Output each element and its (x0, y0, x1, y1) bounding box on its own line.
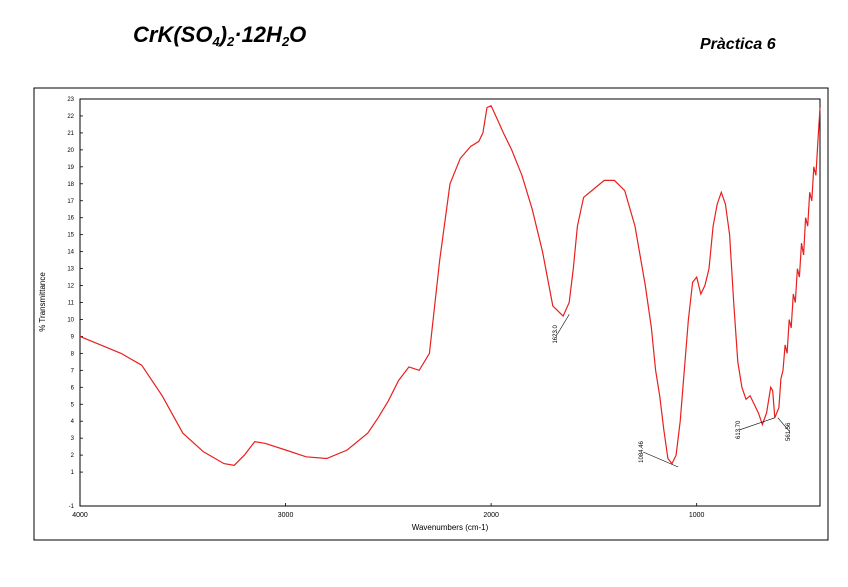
peak-label: 1084.46 (639, 440, 645, 462)
y-tick-label: 11 (68, 301, 75, 307)
peak-leader-line (556, 314, 570, 335)
y-tick-label: 14 (67, 250, 74, 256)
y-tick-label: -1 (69, 504, 75, 510)
y-tick-label: 6 (71, 385, 75, 391)
y-tick-label: 16 (67, 216, 74, 222)
practice-label: Pràctica 6 (700, 36, 776, 53)
y-axis-label: % Transmittance (38, 272, 47, 332)
y-tick-label: 18 (67, 182, 74, 188)
y-tick-label: 23 (67, 97, 74, 103)
peak-label: 1623.0 (553, 325, 559, 344)
spectrum-line (79, 105, 821, 466)
y-tick-label: 21 (67, 131, 74, 137)
peak-label: 561.56 (786, 422, 792, 441)
y-tick-label: 3 (71, 436, 75, 442)
x-tick-label: 4000 (72, 512, 88, 519)
y-tick-label: 19 (67, 165, 74, 171)
x-tick-label: 3000 (278, 512, 294, 519)
y-tick-label: 12 (67, 284, 74, 290)
y-tick-label: 2 (71, 453, 75, 459)
y-tick-label: 17 (67, 199, 74, 205)
y-tick-label: 9 (71, 334, 75, 340)
y-tick-label: 20 (67, 148, 74, 154)
chart-frame (33, 87, 829, 541)
y-tick-label: 8 (71, 351, 75, 357)
peak-label: 613.70 (736, 420, 742, 439)
y-tick-label: 4 (71, 419, 75, 425)
x-tick-label: 1000 (689, 512, 705, 519)
page-title: CrK(SO4)2·12H2O (133, 22, 307, 49)
x-axis-label: Wavenumbers (cm-1) (412, 523, 489, 532)
y-tick-label: 10 (67, 317, 74, 323)
peak-leader-line (777, 417, 791, 433)
y-tick-label: 5 (71, 402, 75, 408)
plot-area (79, 98, 821, 507)
y-tick-label: 13 (67, 267, 74, 273)
peak-leader-line (739, 417, 775, 431)
y-tick-label: 7 (71, 368, 75, 374)
x-tick-label: 2000 (483, 512, 499, 519)
y-tick-label: 15 (67, 233, 74, 239)
peak-leader-line (643, 451, 679, 468)
y-tick-label: 22 (67, 114, 74, 120)
y-tick-label: 1 (71, 470, 75, 476)
